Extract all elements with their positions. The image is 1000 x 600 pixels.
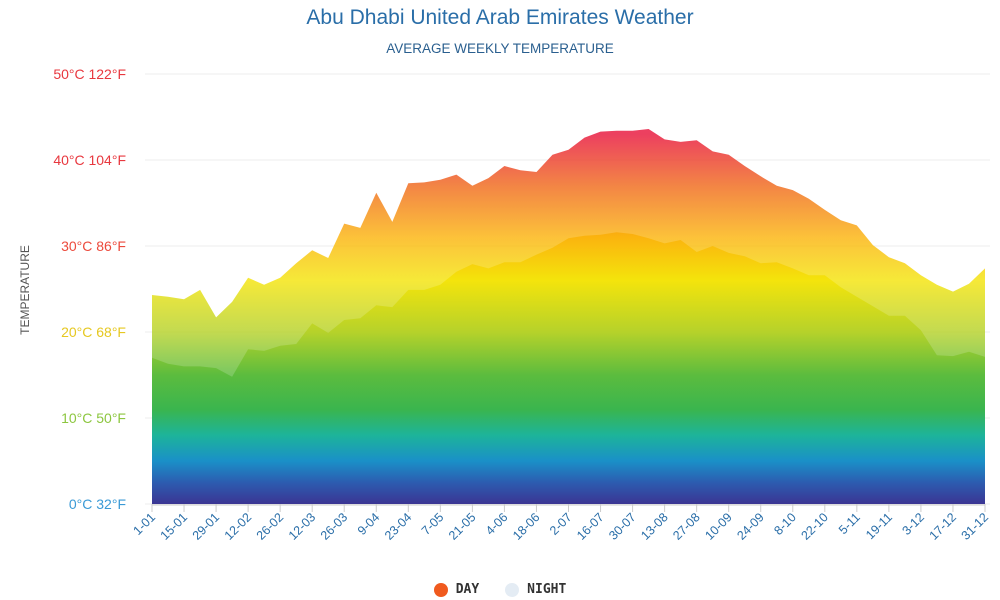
x-tick-label: 12-03 [286,510,319,543]
legend-item-day[interactable]: DAY [433,582,480,597]
x-tick-label: 17-12 [927,510,960,543]
x-tick-label: 8-10 [771,510,799,538]
legend-label-day: DAY [455,582,480,597]
legend-item-night[interactable]: NIGHT [505,582,566,597]
x-tick-label: 9-04 [355,510,383,538]
x-tick-label: 29-01 [190,510,223,543]
x-tick-label: 24-09 [734,510,767,543]
x-tick-label: 26-02 [254,510,287,543]
chart-subtitle: AVERAGE WEEKLY TEMPERATURE [386,41,614,56]
x-tick-label: 21-05 [446,510,479,543]
y-tick-label: 50°C 122°F [53,66,126,82]
x-tick-label: 26-03 [318,510,351,543]
x-tick-label: 5-11 [836,510,863,537]
x-tick-label: 16-07 [574,510,607,543]
chart-title: Abu Dhabi United Arab Emirates Weather [306,6,694,29]
x-tick-label: 31-12 [959,510,992,543]
x-tick-label: 30-07 [606,510,639,543]
x-tick-label: 23-04 [382,510,415,543]
x-tick-label: 15-01 [158,510,191,543]
x-tick-label: 2-07 [547,510,575,538]
x-tick-label: 4-06 [483,510,511,538]
x-tick-label: 1-01 [131,510,159,538]
x-tick-label: 13-08 [638,510,671,543]
x-tick-label: 7-05 [419,510,447,538]
x-tick-label: 12-02 [222,510,255,543]
x-tick-label: 19-11 [863,510,895,542]
night-area [152,232,985,504]
y-tick-label: 40°C 104°F [53,152,126,168]
legend: DAY NIGHT [0,582,1000,597]
x-tick-label: 22-10 [798,510,831,543]
y-tick-label: 20°C 68°F [61,324,126,340]
legend-label-night: NIGHT [527,582,567,597]
y-tick-label: 10°C 50°F [61,410,126,426]
x-tick-label: 27-08 [670,510,703,543]
day-dot-icon [433,582,448,597]
y-axis-title: TEMPERATURE [18,245,32,335]
y-tick-label: 30°C 86°F [61,238,126,254]
x-tick-label: 10-09 [702,510,735,543]
x-tick-label: 3-12 [899,510,927,538]
night-dot-icon [505,582,520,597]
x-tick-label: 18-06 [510,510,543,543]
y-tick-label: 0°C 32°F [69,496,126,512]
